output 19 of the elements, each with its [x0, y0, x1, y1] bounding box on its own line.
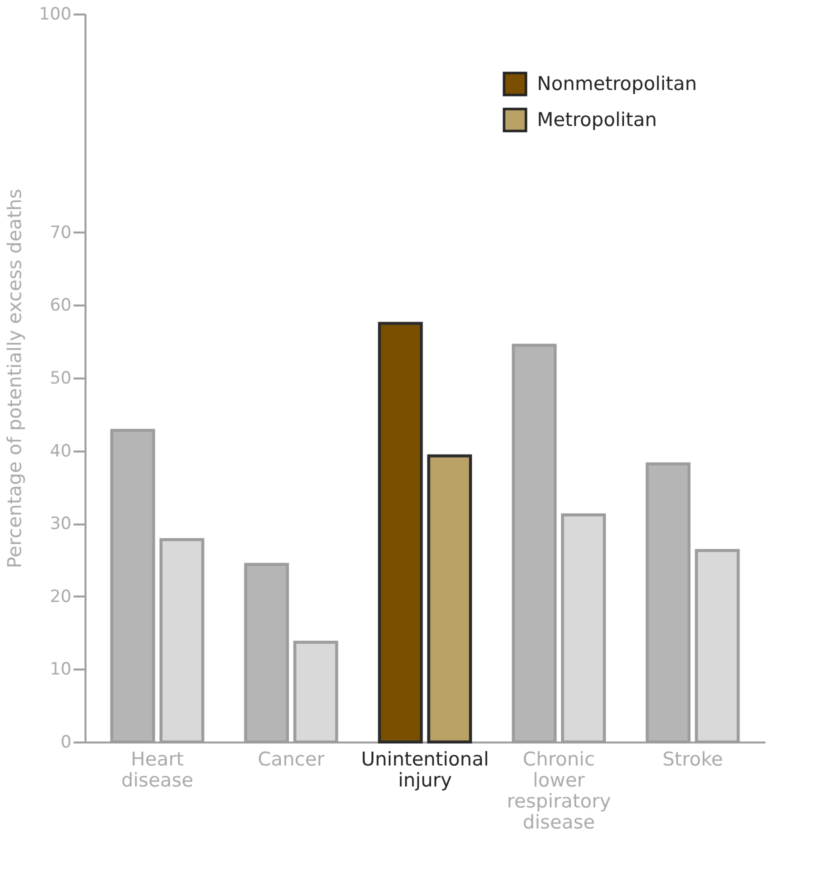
x-tick-label: Heart disease [121, 748, 194, 792]
legend-label: Nonmetropolitan [537, 73, 697, 95]
y-tick-label: 100 [39, 4, 72, 24]
y-tick-label: 60 [50, 296, 72, 316]
y-tick-label: 10 [50, 660, 72, 680]
y-tick-label: 70 [50, 222, 72, 243]
y-tick-label: 20 [50, 586, 72, 607]
y-tick-label: 30 [50, 514, 72, 534]
x-tick-label: Unintentional injury [361, 748, 489, 792]
legend-label: Metropolitan [537, 109, 657, 131]
bar [378, 322, 423, 744]
y-tick-label: 40 [50, 441, 72, 462]
x-tick-label: Stroke [662, 748, 723, 770]
y-tick-label: 50 [50, 368, 72, 388]
x-tick-label: Cancer [258, 748, 325, 770]
x-tick-label: Chronic lower respiratory disease [506, 748, 611, 834]
y-tick-label: 0 [60, 732, 72, 752]
y-axis-title: Percentage of potentially excess deaths [4, 188, 26, 568]
bar [427, 454, 472, 744]
